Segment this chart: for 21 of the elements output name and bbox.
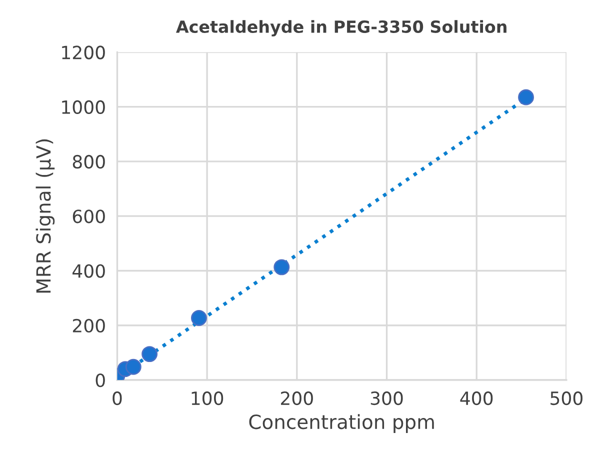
point <box>190 310 207 326</box>
x-tick-label: 200 <box>280 391 313 406</box>
chart-title: Acetaldehyde in PEG-3350 Solution <box>176 20 506 36</box>
y-tick-label: 400 <box>72 264 105 278</box>
y-tick-label: 0 <box>96 373 105 388</box>
x-tick-label: 0 <box>112 391 122 406</box>
y-tick-label: 600 <box>72 210 105 224</box>
x-axis-title: Concentration ppm <box>249 414 434 433</box>
point <box>518 89 534 106</box>
point <box>142 346 158 362</box>
x-tick-label: 400 <box>460 391 493 406</box>
y-axis-title: MRR Signal (µV) <box>36 139 55 293</box>
y-tick-label: 200 <box>72 318 105 332</box>
y-tick-label: 800 <box>72 154 105 169</box>
x-tick-label: 300 <box>370 391 403 406</box>
x-tick-label: 500 <box>550 391 582 406</box>
point <box>125 358 142 375</box>
y-tick-label: 1000 <box>62 100 105 114</box>
point <box>274 259 290 276</box>
x-tick-label: 100 <box>192 391 224 406</box>
y-tick-label: 1200 <box>62 46 105 60</box>
